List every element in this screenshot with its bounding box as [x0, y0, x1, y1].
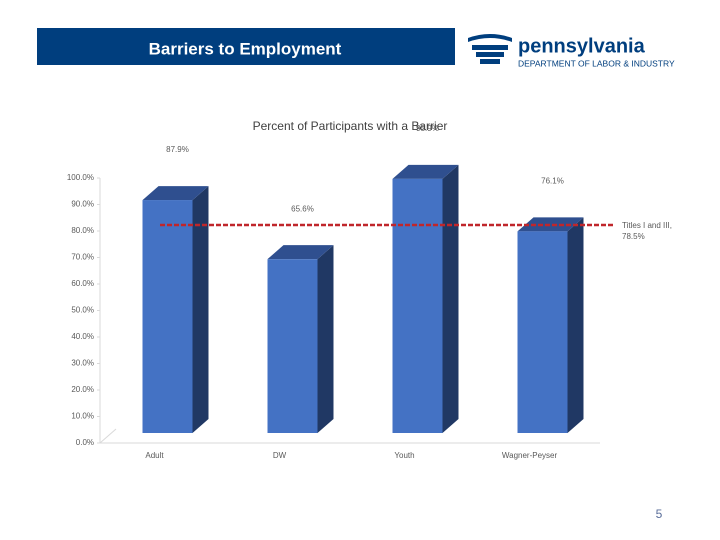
- bar: [517, 231, 568, 433]
- y-tick-label: 40.0%: [71, 332, 94, 341]
- x-tick-label: Adult: [145, 451, 164, 460]
- y-tick-label: 90.0%: [71, 200, 94, 209]
- y-tick-label: 10.0%: [71, 412, 94, 421]
- y-tick-label: 20.0%: [71, 385, 94, 394]
- bar: [142, 200, 193, 433]
- axis-wall: [99, 428, 117, 444]
- data-label: 65.6%: [291, 204, 314, 213]
- bar-side: [567, 217, 584, 433]
- bar-top: [517, 217, 584, 232]
- y-tick-label: 50.0%: [71, 306, 94, 315]
- y-tick-label: 30.0%: [71, 359, 94, 368]
- logo-subtitle: DEPARTMENT OF LABOR & INDUSTRY: [518, 58, 675, 68]
- y-tick-label: 60.0%: [71, 279, 94, 288]
- bar-side: [317, 245, 334, 433]
- data-label: 87.9%: [166, 145, 189, 154]
- bar-top: [267, 245, 334, 260]
- bar-top: [392, 164, 459, 179]
- x-tick-label: Youth: [394, 451, 414, 460]
- y-tick-label: 100.0%: [67, 173, 94, 182]
- y-tick-label: 0.0%: [76, 438, 94, 447]
- bar-top: [142, 186, 209, 201]
- data-label: 76.1%: [541, 176, 564, 185]
- y-tick-label: 80.0%: [71, 226, 94, 235]
- slide-title: Barriers to Employment: [149, 39, 342, 58]
- data-label: 95.9%: [416, 124, 439, 133]
- y-tick-label: 70.0%: [71, 253, 94, 262]
- bar-side: [442, 164, 459, 434]
- page-number: 5: [656, 507, 663, 521]
- header-band: [37, 28, 455, 65]
- logo-icon: [468, 34, 512, 64]
- x-tick-label: Wagner-Peyser: [502, 451, 558, 460]
- bar: [392, 178, 443, 433]
- bar-side: [192, 186, 209, 433]
- reference-label: Titles I and III, 78.5%: [622, 221, 672, 241]
- x-tick-label: DW: [273, 451, 287, 460]
- logo-name: pennsylvania: [518, 35, 646, 57]
- chart-title: Percent of Participants with a Barrier: [253, 119, 448, 133]
- bar: [267, 259, 318, 433]
